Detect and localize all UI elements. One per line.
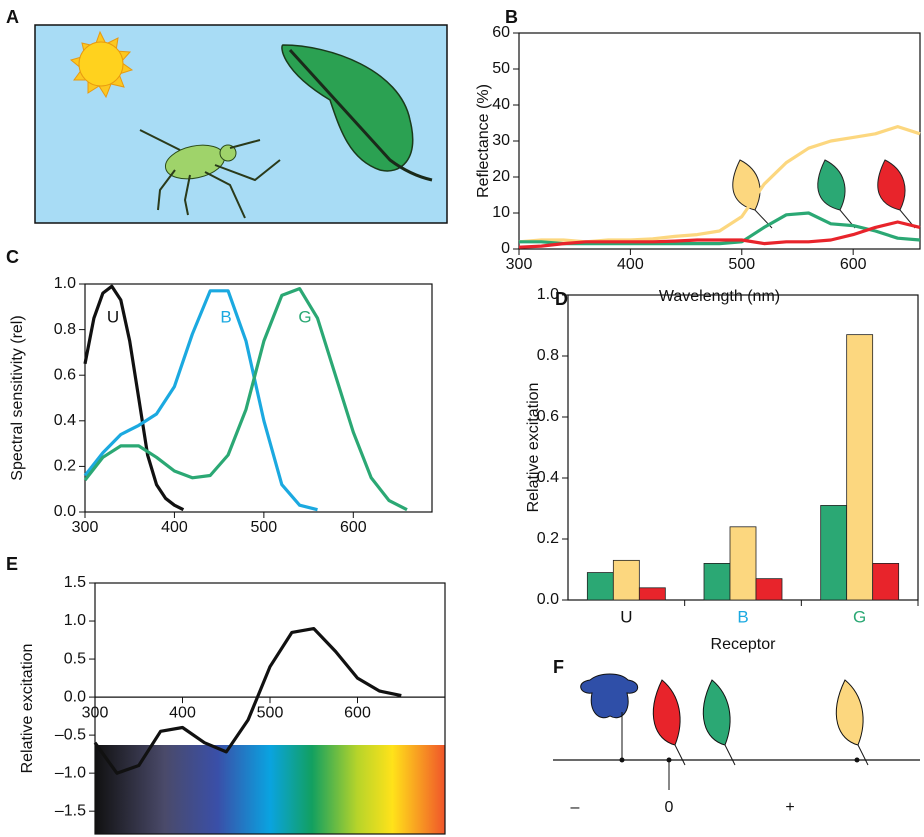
x-tick-label: 500: [251, 519, 278, 536]
color-axis-diagram: [553, 673, 920, 790]
bar: [729, 526, 757, 601]
x-tick-label: G: [853, 607, 866, 626]
y-tick-label: 1.0: [537, 286, 559, 303]
y-axis-label: Reflectance (%): [475, 84, 492, 198]
curve: [83, 287, 408, 512]
y-tick-label: 0.5: [64, 650, 86, 667]
scene-illustration: [34, 24, 448, 224]
panel-label: F: [553, 657, 564, 677]
y-tick-label: 0.8: [54, 321, 76, 338]
panel-label: A: [6, 7, 19, 27]
panel-label: E: [6, 554, 18, 574]
y-tick-label: 0.2: [537, 530, 559, 547]
y-tick-label: 60: [492, 24, 510, 41]
x-tick-label: 400: [617, 256, 644, 273]
x-tick-label: 400: [161, 519, 188, 536]
y-axis-label: Relative excitation: [525, 383, 542, 513]
x-tick-label: 500: [728, 256, 755, 273]
curve: [93, 627, 402, 775]
y-tick-label: 30: [492, 132, 510, 149]
curve-label: U: [107, 307, 119, 326]
bar: [872, 563, 900, 601]
x-tick-label: 300: [82, 704, 109, 721]
y-tick-label: 0.0: [64, 688, 86, 705]
x-tick-label: B: [737, 607, 748, 626]
bar: [638, 587, 666, 601]
y-tick-label: 1.0: [64, 612, 86, 629]
x-axis-label: Receptor: [711, 636, 777, 653]
x-tick-label: 400: [169, 704, 196, 721]
y-axis-label: Relative excitation: [19, 644, 36, 774]
y-tick-label: 0: [501, 240, 510, 257]
bar: [846, 334, 874, 601]
bar: [703, 563, 731, 601]
panel-label: B: [505, 7, 518, 27]
leaf-icons: [732, 159, 916, 229]
x-tick-label: U: [620, 607, 632, 626]
y-tick-label: 20: [492, 168, 510, 185]
y-tick-label: 1.0: [54, 275, 76, 292]
curve-label: B: [220, 307, 231, 326]
y-tick-label: –1.0: [55, 764, 86, 781]
y-tick-label: 0.6: [537, 408, 559, 425]
x-tick-label: 300: [72, 519, 99, 536]
plot-frame: [518, 32, 921, 250]
y-axis-label: Spectral sensitivity (rel): [9, 315, 26, 480]
y-tick-label: 0.4: [54, 412, 76, 429]
axis-sign: 0: [665, 799, 674, 816]
curve: [83, 284, 185, 512]
y-tick-label: –0.5: [55, 726, 86, 743]
curve: [518, 220, 921, 249]
y-tick-label: 40: [492, 96, 510, 113]
axis-sign: +: [785, 799, 794, 816]
y-tick-label: 10: [492, 204, 510, 221]
y-tick-label: 1.5: [64, 574, 86, 591]
panel-label: C: [6, 247, 19, 267]
bar: [820, 505, 848, 601]
axis-sign: –: [571, 799, 580, 816]
panel-label: D: [555, 289, 568, 309]
x-tick-label: 600: [340, 519, 367, 536]
plot-frame: [84, 283, 433, 513]
x-tick-label: 500: [257, 704, 284, 721]
curve-label: G: [298, 307, 311, 326]
bar: [755, 578, 783, 601]
x-tick-label: 600: [840, 256, 867, 273]
y-tick-label: 0.4: [537, 469, 559, 486]
y-tick-label: 0.8: [537, 347, 559, 364]
curve: [518, 125, 921, 244]
y-tick-label: 0.2: [54, 458, 76, 475]
plot-frame: [94, 582, 446, 835]
curve: [83, 289, 318, 512]
y-tick-label: –1.5: [55, 802, 86, 819]
x-tick-label: 600: [344, 704, 371, 721]
y-tick-label: 0.0: [537, 591, 559, 608]
x-tick-label: 300: [506, 256, 533, 273]
y-tick-label: 50: [492, 60, 510, 77]
spectrum-bar: [95, 745, 445, 834]
bar: [586, 572, 614, 601]
bar: [612, 559, 640, 601]
curve: [519, 211, 921, 246]
y-tick-label: 0.6: [54, 366, 76, 383]
y-tick-label: 0.0: [54, 503, 76, 520]
x-axis-label: Wavelength (nm): [659, 288, 780, 305]
